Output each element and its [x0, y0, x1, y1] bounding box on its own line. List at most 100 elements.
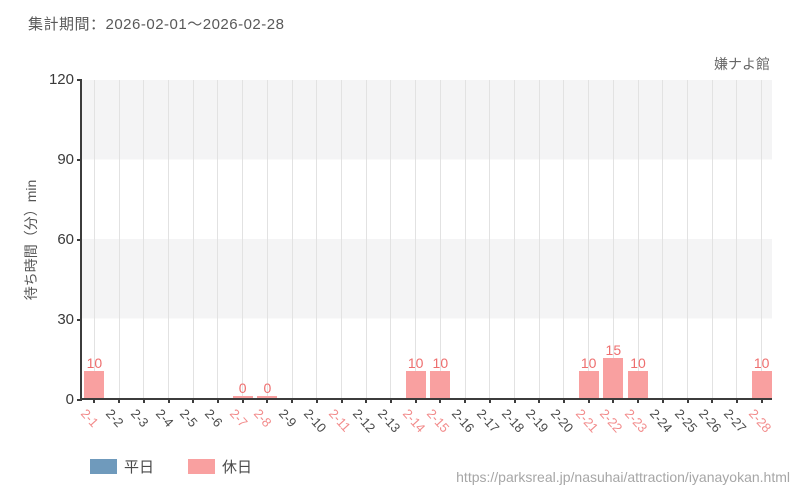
bar — [84, 371, 105, 398]
x-tick-label: 2-21 — [572, 406, 602, 436]
x-tick — [142, 398, 145, 403]
bar — [578, 371, 599, 398]
bar — [405, 371, 426, 398]
bar — [430, 371, 451, 398]
x-tick — [711, 398, 714, 403]
bar — [628, 371, 649, 398]
bar-value-label: 10 — [86, 355, 103, 372]
x-tick-label: 2-28 — [745, 406, 775, 436]
gridline — [612, 80, 614, 398]
bar-value-label: 10 — [432, 355, 449, 372]
gridline — [390, 80, 392, 398]
x-tick — [760, 398, 763, 403]
x-tick-label: 2-24 — [646, 406, 676, 436]
bar-value-label: 10 — [630, 355, 646, 372]
y-tick — [77, 239, 82, 241]
bar — [232, 396, 253, 398]
x-tick — [661, 398, 664, 403]
gridline — [489, 80, 491, 398]
y-tick-label: 90 — [57, 151, 74, 168]
x-tick-label: 2-9 — [275, 406, 300, 431]
gridline — [291, 80, 293, 398]
gridline — [168, 80, 169, 398]
x-tick — [192, 398, 195, 403]
bar — [603, 358, 624, 398]
legend-label-holiday: 休日 — [222, 459, 253, 476]
legend-label-weekday: 平日 — [124, 459, 155, 476]
x-tick — [340, 398, 343, 403]
x-tick — [488, 398, 491, 403]
x-tick-label: 2-16 — [448, 406, 478, 436]
gridline — [341, 80, 342, 398]
x-tick-label: 2-26 — [696, 406, 725, 436]
x-tick-label: 2-19 — [523, 406, 552, 436]
x-tick-label: 2-3 — [127, 406, 152, 431]
x-tick-label: 2-6 — [201, 406, 226, 431]
x-tick — [735, 398, 738, 403]
x-tick — [562, 398, 565, 403]
y-tick-label: 30 — [57, 311, 74, 328]
holiday-color-swatch — [188, 459, 216, 474]
gridline — [637, 80, 639, 398]
gridline — [217, 80, 219, 398]
gridline — [687, 80, 688, 398]
x-tick — [266, 398, 269, 403]
gridline — [563, 80, 565, 398]
x-tick-label: 2-4 — [152, 406, 177, 431]
x-tick-label: 2-22 — [597, 406, 626, 436]
x-tick — [389, 398, 392, 403]
gridline — [514, 80, 515, 398]
gridline — [242, 80, 244, 398]
gridline — [761, 80, 763, 398]
gridline — [662, 80, 664, 398]
gridline — [266, 80, 268, 398]
x-tick-label: 2-15 — [424, 406, 453, 436]
gridline — [464, 80, 466, 398]
x-tick — [93, 398, 96, 403]
x-tick-label: 2-7 — [226, 406, 251, 431]
x-tick — [118, 398, 121, 403]
y-tick-label: 0 — [65, 391, 74, 408]
gridline — [588, 80, 590, 398]
gridline — [143, 80, 145, 398]
x-tick — [587, 398, 590, 403]
x-tick-label: 2-14 — [399, 406, 429, 436]
y-tick — [77, 319, 82, 321]
x-tick — [315, 398, 318, 403]
bar — [751, 371, 772, 398]
y-tick — [77, 399, 82, 401]
gridline — [192, 80, 194, 398]
gridline — [439, 80, 441, 398]
x-tick-label: 2-2 — [102, 406, 127, 431]
x-tick-label: 2-23 — [621, 406, 651, 436]
bar — [257, 396, 278, 398]
bar-value-label: 10 — [407, 355, 424, 372]
legend-item-weekday: 平日 — [90, 456, 154, 477]
gridline — [365, 80, 367, 398]
x-tick — [167, 398, 170, 403]
x-tick-label: 2-11 — [325, 406, 354, 435]
gridline — [93, 80, 95, 398]
aggregation-period-title: 集計期間：2026-02-01～2026-02-28 — [28, 16, 285, 33]
bar-value-label: 10 — [580, 355, 597, 372]
x-tick-label: 2-5 — [177, 406, 201, 431]
x-tick-label: 2-20 — [547, 406, 577, 436]
plot-area: 2-1 2-2 2-3 2-4 2-5 2-6 2-7 2-8 2-9 2-10 2-11 2-12 2… — [49, 71, 774, 435]
x-tick — [365, 398, 368, 403]
x-tick-label: 2-18 — [498, 406, 527, 436]
chart-legend: 平日 休日 — [90, 456, 252, 477]
x-tick — [291, 398, 294, 403]
x-tick — [414, 398, 417, 403]
attraction-name-label: 嫌ナよ館 — [714, 56, 770, 72]
x-tick — [538, 398, 541, 403]
x-tick-label: 2-10 — [300, 406, 330, 436]
gridline — [415, 80, 417, 398]
source-url: https://parksreal.jp/nasuhai/attraction/… — [456, 469, 790, 485]
x-tick — [612, 398, 615, 403]
x-tick — [464, 398, 467, 403]
y-tick — [77, 159, 82, 161]
bar-value-label: 0 — [263, 380, 272, 396]
y-tick — [77, 79, 82, 81]
x-tick — [241, 398, 244, 403]
